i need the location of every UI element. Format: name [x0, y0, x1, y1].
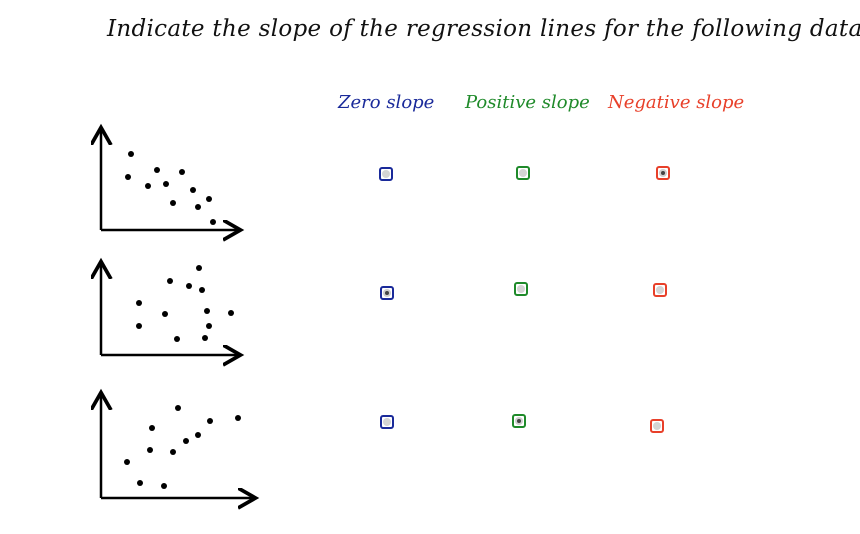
radio-row1-positive-slope[interactable]	[516, 166, 530, 180]
radio-row3-zero-slope[interactable]	[380, 415, 394, 429]
data-point	[170, 449, 176, 455]
data-point	[206, 196, 212, 202]
data-point	[149, 425, 155, 431]
data-point	[145, 183, 151, 189]
data-point	[199, 287, 205, 293]
radio-knob	[656, 286, 664, 294]
scatter-plot-1	[101, 130, 238, 230]
column-header-zero-slope: Zero slope	[338, 92, 435, 113]
data-point	[207, 418, 213, 424]
data-point	[202, 335, 208, 341]
data-point	[204, 308, 210, 314]
radio-row2-zero-slope[interactable]	[380, 286, 394, 300]
data-point	[154, 167, 160, 173]
instruction-title: Indicate the slope of the regression lin…	[107, 16, 860, 42]
data-point	[163, 181, 169, 187]
data-point	[124, 459, 130, 465]
data-point	[175, 405, 181, 411]
data-point	[136, 300, 142, 306]
scatter-plot-3	[101, 395, 253, 498]
radio-row1-zero-slope[interactable]	[379, 167, 393, 181]
data-point	[128, 151, 134, 157]
radio-knob	[382, 170, 390, 178]
data-point	[228, 310, 234, 316]
radio-knob	[383, 289, 391, 297]
data-point	[206, 323, 212, 329]
data-point	[147, 447, 153, 453]
data-point	[136, 323, 142, 329]
data-point	[195, 432, 201, 438]
column-header-negative-slope: Negative slope	[608, 92, 745, 113]
radio-knob	[653, 422, 661, 430]
data-point	[210, 219, 216, 225]
radio-knob	[515, 417, 523, 425]
radio-knob	[383, 418, 391, 426]
data-point	[196, 265, 202, 271]
data-point	[125, 174, 131, 180]
column-header-positive-slope: Positive slope	[465, 92, 590, 113]
radio-row3-negative-slope[interactable]	[650, 419, 664, 433]
data-point	[170, 200, 176, 206]
radio-knob	[517, 285, 525, 293]
data-point	[235, 415, 241, 421]
data-point	[186, 283, 192, 289]
data-point	[137, 480, 143, 486]
scatter-plot-2	[101, 264, 238, 355]
data-point	[195, 204, 201, 210]
radio-row2-positive-slope[interactable]	[514, 282, 528, 296]
data-point	[167, 278, 173, 284]
radio-row3-positive-slope[interactable]	[512, 414, 526, 428]
data-point	[190, 187, 196, 193]
radio-knob	[519, 169, 527, 177]
radio-knob	[659, 169, 667, 177]
data-point	[161, 483, 167, 489]
data-point	[162, 311, 168, 317]
data-point	[183, 438, 189, 444]
data-point	[174, 336, 180, 342]
radio-row1-negative-slope[interactable]	[656, 166, 670, 180]
radio-row2-negative-slope[interactable]	[653, 283, 667, 297]
data-point	[179, 169, 185, 175]
